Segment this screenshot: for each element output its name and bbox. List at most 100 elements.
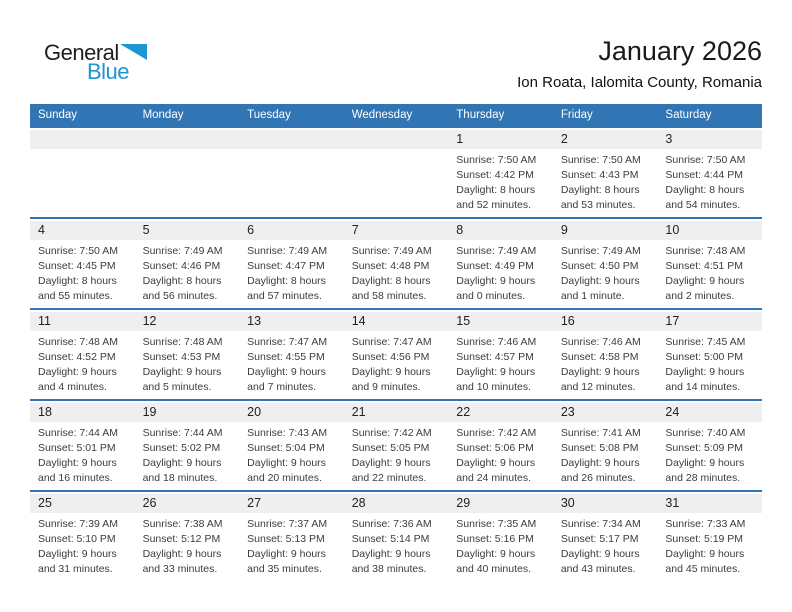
day-number: 6 (239, 221, 344, 240)
sunset-text: Sunset: 4:45 PM (38, 260, 116, 272)
daylight-text: Daylight: 9 hours and 12 minutes. (560, 366, 640, 393)
day-number: 5 (134, 221, 240, 240)
week-row: 1 Sunrise: 7:50 AM Sunset: 4:42 PM Dayli… (30, 126, 762, 217)
day-number: 4 (30, 221, 135, 240)
sunrise-text: Sunrise: 7:48 AM (38, 336, 118, 348)
day-sun-info: Sunrise: 7:43 AM Sunset: 5:04 PM Dayligh… (239, 422, 344, 486)
day-number: 22 (448, 403, 553, 422)
sunrise-text: Sunrise: 7:49 AM (560, 245, 641, 257)
day-sun-info (344, 149, 449, 153)
day-number: 21 (343, 403, 449, 422)
sunset-text: Sunset: 4:50 PM (560, 260, 639, 272)
daylight-text: Daylight: 9 hours and 4 minutes. (38, 366, 117, 393)
sunrise-text: Sunrise: 7:46 AM (560, 336, 641, 348)
daylight-text: Daylight: 9 hours and 9 minutes. (351, 366, 431, 393)
day-sun-info: Sunrise: 7:36 AM Sunset: 5:14 PM Dayligh… (344, 513, 449, 577)
day-sun-info: Sunrise: 7:47 AM Sunset: 4:56 PM Dayligh… (344, 331, 449, 395)
sunrise-text: Sunrise: 7:44 AM (142, 427, 223, 439)
day-sun-info: Sunrise: 7:49 AM Sunset: 4:50 PM Dayligh… (553, 240, 658, 304)
sunrise-text: Sunrise: 7:50 AM (560, 154, 641, 166)
day-number: 12 (134, 312, 240, 331)
day-number: 13 (239, 312, 344, 331)
daylight-text: Daylight: 9 hours and 40 minutes. (456, 548, 536, 575)
sunset-text: Sunset: 5:01 PM (38, 442, 116, 454)
daylight-text: Daylight: 9 hours and 0 minutes. (456, 275, 536, 302)
day-number: 28 (343, 494, 449, 513)
day-cell (343, 128, 449, 217)
day-sun-info: Sunrise: 7:42 AM Sunset: 5:06 PM Dayligh… (448, 422, 553, 486)
daylight-text: Daylight: 8 hours and 53 minutes. (560, 184, 640, 211)
sunrise-text: Sunrise: 7:37 AM (247, 518, 328, 530)
sunrise-text: Sunrise: 7:49 AM (142, 245, 223, 257)
day-number: 19 (134, 403, 240, 422)
daylight-text: Daylight: 9 hours and 35 minutes. (247, 548, 326, 575)
sunset-text: Sunset: 4:48 PM (351, 260, 430, 272)
day-number: 25 (30, 494, 135, 513)
weekday-header-friday: Friday (560, 109, 593, 121)
day-cell: 13 Sunrise: 7:47 AM Sunset: 4:55 PM Dayl… (239, 310, 344, 399)
day-cell: 14 Sunrise: 7:47 AM Sunset: 4:56 PM Dayl… (343, 310, 449, 399)
sunrise-text: Sunrise: 7:35 AM (456, 518, 537, 530)
weeks-container: 1 Sunrise: 7:50 AM Sunset: 4:42 PM Dayli… (30, 126, 762, 581)
day-cell: 6 Sunrise: 7:49 AM Sunset: 4:47 PM Dayli… (239, 219, 344, 308)
logo-text-general: General (44, 40, 119, 65)
day-cell: 5 Sunrise: 7:49 AM Sunset: 4:46 PM Dayli… (134, 219, 240, 308)
weekday-header-thursday: Thursday (456, 109, 505, 121)
day-cell: 4 Sunrise: 7:50 AM Sunset: 4:45 PM Dayli… (30, 219, 135, 308)
day-cell: 25 Sunrise: 7:39 AM Sunset: 5:10 PM Dayl… (30, 492, 135, 581)
day-cell: 8 Sunrise: 7:49 AM Sunset: 4:49 PM Dayli… (448, 219, 553, 308)
sunrise-text: Sunrise: 7:49 AM (247, 245, 328, 257)
day-sun-info: Sunrise: 7:38 AM Sunset: 5:12 PM Dayligh… (135, 513, 240, 577)
sunset-text: Sunset: 4:47 PM (247, 260, 325, 272)
day-sun-info: Sunrise: 7:37 AM Sunset: 5:13 PM Dayligh… (239, 513, 344, 577)
day-sun-info: Sunrise: 7:50 AM Sunset: 4:43 PM Dayligh… (553, 149, 658, 213)
sunset-text: Sunset: 5:04 PM (247, 442, 325, 454)
sunrise-text: Sunrise: 7:46 AM (456, 336, 537, 348)
daylight-text: Daylight: 9 hours and 24 minutes. (456, 457, 536, 484)
week-row: 4 Sunrise: 7:50 AM Sunset: 4:45 PM Dayli… (30, 217, 762, 308)
page-title: January 2026 (598, 36, 762, 66)
weekday-header-wednesday: Wednesday (351, 109, 413, 121)
daylight-text: Daylight: 8 hours and 52 minutes. (456, 184, 536, 211)
day-sun-info: Sunrise: 7:49 AM Sunset: 4:46 PM Dayligh… (135, 240, 240, 304)
weekday-header-row: Sunday Monday Tuesday Wednesday Thursday… (30, 104, 762, 126)
day-number: 7 (343, 221, 449, 240)
daylight-text: Daylight: 9 hours and 28 minutes. (665, 457, 745, 484)
title-block: January 2026 Ion Roata, Ialomita County,… (517, 36, 762, 91)
day-cell: 19 Sunrise: 7:44 AM Sunset: 5:02 PM Dayl… (134, 401, 240, 490)
day-sun-info: Sunrise: 7:48 AM Sunset: 4:52 PM Dayligh… (30, 331, 135, 395)
day-number: 3 (657, 130, 762, 149)
day-sun-info: Sunrise: 7:50 AM Sunset: 4:45 PM Dayligh… (30, 240, 135, 304)
day-sun-info: Sunrise: 7:47 AM Sunset: 4:55 PM Dayligh… (239, 331, 344, 395)
daylight-text: Daylight: 9 hours and 10 minutes. (456, 366, 536, 393)
sunrise-text: Sunrise: 7:45 AM (665, 336, 746, 348)
day-cell (30, 128, 135, 217)
daylight-text: Daylight: 8 hours and 57 minutes. (247, 275, 326, 302)
sunset-text: Sunset: 4:55 PM (247, 351, 325, 363)
day-cell: 28 Sunrise: 7:36 AM Sunset: 5:14 PM Dayl… (343, 492, 449, 581)
day-sun-info: Sunrise: 7:34 AM Sunset: 5:17 PM Dayligh… (553, 513, 658, 577)
daylight-text: Daylight: 8 hours and 56 minutes. (142, 275, 222, 302)
weekday-header-saturday: Saturday (665, 109, 712, 121)
day-sun-info: Sunrise: 7:48 AM Sunset: 4:51 PM Dayligh… (657, 240, 762, 304)
sunrise-text: Sunrise: 7:48 AM (142, 336, 223, 348)
sunset-text: Sunset: 5:13 PM (247, 533, 325, 545)
day-number (343, 130, 449, 149)
weekday-header-tuesday: Tuesday (247, 109, 291, 121)
day-cell: 21 Sunrise: 7:42 AM Sunset: 5:05 PM Dayl… (343, 401, 449, 490)
sunrise-text: Sunrise: 7:48 AM (665, 245, 746, 257)
day-sun-info: Sunrise: 7:39 AM Sunset: 5:10 PM Dayligh… (30, 513, 135, 577)
day-sun-info: Sunrise: 7:46 AM Sunset: 4:57 PM Dayligh… (448, 331, 553, 395)
sunset-text: Sunset: 5:17 PM (560, 533, 639, 545)
day-number: 1 (448, 130, 553, 149)
daylight-text: Daylight: 9 hours and 16 minutes. (38, 457, 117, 484)
day-cell: 1 Sunrise: 7:50 AM Sunset: 4:42 PM Dayli… (448, 128, 553, 217)
sunset-text: Sunset: 4:56 PM (351, 351, 430, 363)
day-cell: 9 Sunrise: 7:49 AM Sunset: 4:50 PM Dayli… (552, 219, 658, 308)
sunrise-text: Sunrise: 7:47 AM (351, 336, 432, 348)
sunset-text: Sunset: 5:14 PM (351, 533, 430, 545)
day-cell: 27 Sunrise: 7:37 AM Sunset: 5:13 PM Dayl… (239, 492, 344, 581)
day-sun-info: Sunrise: 7:50 AM Sunset: 4:42 PM Dayligh… (448, 149, 553, 213)
day-cell: 20 Sunrise: 7:43 AM Sunset: 5:04 PM Dayl… (239, 401, 344, 490)
